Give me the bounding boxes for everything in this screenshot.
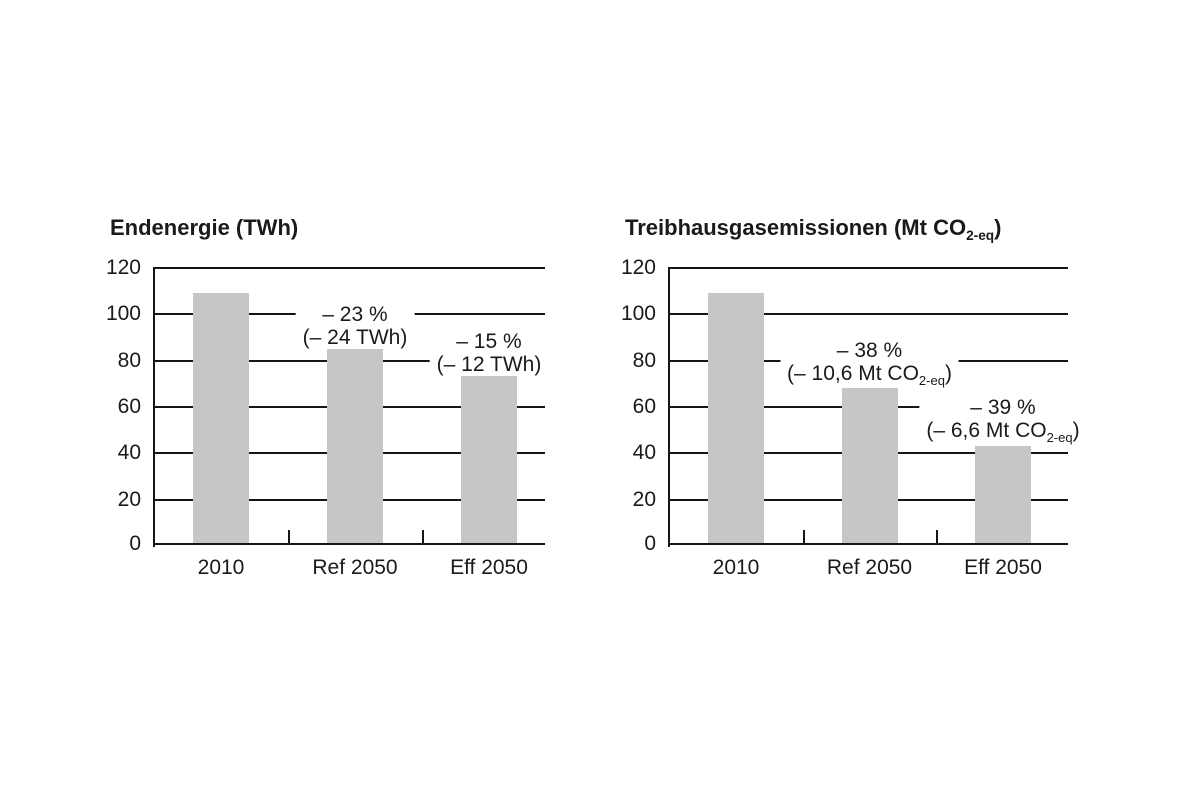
y-tick-label-80: 80 xyxy=(632,349,656,372)
y-tick-label-40: 40 xyxy=(117,441,141,464)
annotation-line: – 38 % xyxy=(787,339,952,362)
text-segment: ) xyxy=(1072,419,1080,442)
text-segment: (– 24 TWh) xyxy=(302,326,408,349)
text-segment: Treibhausgasemissionen (Mt CO xyxy=(625,215,967,240)
annotation-line: (– 24 TWh) xyxy=(303,326,408,349)
gridline-100 xyxy=(668,313,1068,315)
text-segment: – 39 % xyxy=(970,396,1036,419)
y-tick-label-20: 20 xyxy=(117,488,141,511)
chart-title-endenergie: Endenergie (TWh) xyxy=(110,215,298,241)
annotation-line: – 15 % xyxy=(437,330,542,353)
x-category-label: Ref 2050 xyxy=(312,556,398,579)
y-tick-label-120: 120 xyxy=(620,256,656,279)
x-category-label: Eff 2050 xyxy=(964,556,1042,579)
bar-ref-2050 xyxy=(327,348,383,543)
gridline-120 xyxy=(668,267,1068,269)
text-segment: (– 10,6 Mt CO xyxy=(787,362,919,385)
plot-area-endenergie: 0 20 40 60 80 100 120 2010 Ref 2050 Eff 2050 – 23 … xyxy=(106,257,549,579)
y-tick-label-60: 60 xyxy=(632,395,656,418)
annotation-eff-2050: – 15 % (– 12 TWh) xyxy=(429,330,549,376)
bar-eff-2050 xyxy=(461,376,517,543)
text-segment: – 23 % xyxy=(322,303,388,326)
x-axis-tick xyxy=(422,530,424,543)
text-segment: ) xyxy=(994,215,1002,240)
subscript: 2-eq xyxy=(966,228,995,244)
annotation-ref-2050: – 23 % (– 24 TWh) xyxy=(295,303,415,349)
x-axis-tick xyxy=(936,530,938,543)
subscript: 2-eq xyxy=(918,372,945,388)
text-segment: (– 12 TWh) xyxy=(436,353,542,376)
y-tick-label-20: 20 xyxy=(632,488,656,511)
y-axis-line xyxy=(668,267,670,547)
bar-2010 xyxy=(708,293,764,543)
text-segment: Endenergie (TWh) xyxy=(110,215,299,240)
y-tick-label-100: 100 xyxy=(620,302,656,325)
bar-ref-2050 xyxy=(842,388,898,543)
gridline-120 xyxy=(153,267,545,269)
annotation-eff-2050: – 39 % (– 6,6 Mt CO2-eq) xyxy=(919,396,1087,445)
text-segment: – 15 % xyxy=(456,330,522,353)
text-segment: (– 6,6 Mt CO xyxy=(926,419,1047,442)
x-axis-line xyxy=(668,543,1068,545)
y-tick-label-0: 0 xyxy=(129,532,141,555)
y-axis-line xyxy=(153,267,155,547)
x-category-label: 2010 xyxy=(197,556,245,579)
y-tick-label-0: 0 xyxy=(644,532,656,555)
annotation-line: (– 10,6 Mt CO2-eq) xyxy=(787,362,952,388)
y-tick-label-60: 60 xyxy=(117,395,141,418)
annotation-line: (– 12 TWh) xyxy=(437,353,542,376)
x-axis-tick xyxy=(288,530,290,543)
x-axis-tick xyxy=(803,530,805,543)
text-segment: ) xyxy=(944,362,952,385)
chart-title-treibhausgasemissionen: Treibhausgasemissionen (Mt CO2-eq) xyxy=(625,215,1001,244)
x-category-label: 2010 xyxy=(712,556,760,579)
bar-2010 xyxy=(193,293,249,543)
y-tick-label-40: 40 xyxy=(632,441,656,464)
x-category-label: Ref 2050 xyxy=(826,556,913,579)
x-axis-line xyxy=(153,543,545,545)
x-category-label: Eff 2050 xyxy=(450,556,528,579)
subscript: 2-eq xyxy=(1046,429,1073,445)
plot-area-treibhausgasemissionen: 0 20 40 60 80 100 120 2010 Ref 2050 Eff 2050 – 38 … xyxy=(621,257,1087,579)
text-segment: – 38 % xyxy=(836,339,903,362)
annotation-line: – 23 % xyxy=(303,303,408,326)
annotation-line: (– 6,6 Mt CO2-eq) xyxy=(926,419,1080,445)
y-tick-label-80: 80 xyxy=(117,349,141,372)
y-tick-label-100: 100 xyxy=(105,302,141,325)
bar-eff-2050 xyxy=(975,446,1031,543)
annotation-ref-2050: – 38 % (– 10,6 Mt CO2-eq) xyxy=(780,339,959,388)
annotation-line: – 39 % xyxy=(926,396,1079,419)
y-tick-label-120: 120 xyxy=(105,256,141,279)
